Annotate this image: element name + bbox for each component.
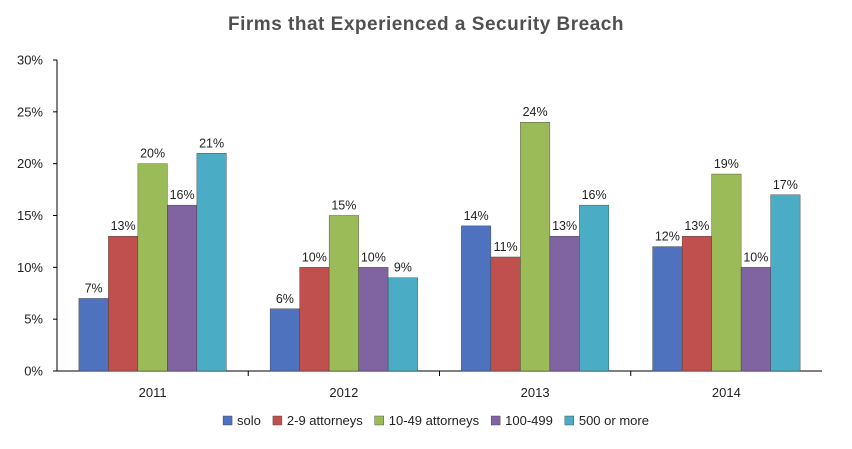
bar xyxy=(681,236,712,372)
bars xyxy=(78,121,801,372)
bar xyxy=(490,256,521,372)
bar xyxy=(299,267,330,372)
data-label: 16% xyxy=(170,188,195,202)
bar xyxy=(461,225,492,372)
bar xyxy=(387,277,418,372)
bar xyxy=(78,298,109,372)
bar xyxy=(711,173,742,372)
legend-swatch xyxy=(564,415,575,426)
y-tick-label: 15% xyxy=(17,208,43,223)
data-label: 13% xyxy=(552,219,577,233)
data-label: 11% xyxy=(494,240,518,254)
legend-swatch xyxy=(374,415,384,426)
legend-label: 2-9 attorneys xyxy=(287,413,363,428)
bar xyxy=(269,308,300,372)
y-tick-label: 0% xyxy=(24,364,43,379)
legend-swatch xyxy=(272,415,283,426)
legend-swatch xyxy=(222,415,233,426)
axes: 0% 5% 10% 15% 20% 25% 30% 2011 2012 2013 2014 xyxy=(17,53,822,400)
y-tick-label: 25% xyxy=(17,104,43,119)
bar xyxy=(549,236,580,372)
data-label: 9% xyxy=(394,261,412,275)
data-label: 12% xyxy=(655,230,680,244)
legend-label: 10-49 attorneys xyxy=(389,413,480,428)
data-label: 6% xyxy=(276,292,294,306)
data-label: 15% xyxy=(331,199,356,213)
data-label: 10% xyxy=(743,250,768,264)
data-label: 19% xyxy=(714,157,739,171)
y-tick-label: 10% xyxy=(17,260,43,275)
bar xyxy=(196,153,227,372)
x-tick-label: 2011 xyxy=(139,385,167,400)
bar xyxy=(137,163,168,372)
bar xyxy=(167,204,198,372)
data-labels: 7% 13% 20% 16% 21% 6% 10% 15% 10% 9% 14% 11% 24% 13% 1… xyxy=(85,105,798,306)
data-label: 7% xyxy=(85,281,103,295)
y-tick-label: 20% xyxy=(17,156,43,171)
x-tick-label: 2012 xyxy=(329,385,358,400)
y-tick-label: 5% xyxy=(24,312,43,327)
data-label: 10% xyxy=(361,250,386,264)
bar xyxy=(770,194,801,372)
data-label: 24% xyxy=(523,105,548,119)
bar xyxy=(328,215,359,372)
data-label: 20% xyxy=(140,147,165,161)
bar xyxy=(108,236,139,372)
legend-label: 100-499 xyxy=(505,413,553,428)
bar xyxy=(740,267,771,372)
chart-title: Firms that Experienced a Security Breach xyxy=(228,14,624,35)
legend-swatch xyxy=(490,415,501,426)
legend: solo 2-9 attorneys 10-49 attorneys 100-499 5… xyxy=(222,413,649,428)
data-label: 17% xyxy=(773,178,798,192)
data-label: 10% xyxy=(302,250,327,264)
legend-label: solo xyxy=(237,413,261,428)
x-tick-label: 2014 xyxy=(712,385,741,400)
data-label: 21% xyxy=(199,136,224,150)
x-tick-label: 2013 xyxy=(521,385,550,400)
bar xyxy=(520,121,551,372)
bar xyxy=(358,267,389,372)
data-label: 13% xyxy=(684,219,709,233)
data-label: 16% xyxy=(582,188,607,202)
bar xyxy=(652,246,683,372)
y-tick-label: 30% xyxy=(17,53,43,68)
data-label: 14% xyxy=(464,209,489,223)
bar xyxy=(579,204,610,372)
data-label: 13% xyxy=(111,219,136,233)
legend-label: 500 or more xyxy=(579,413,649,428)
